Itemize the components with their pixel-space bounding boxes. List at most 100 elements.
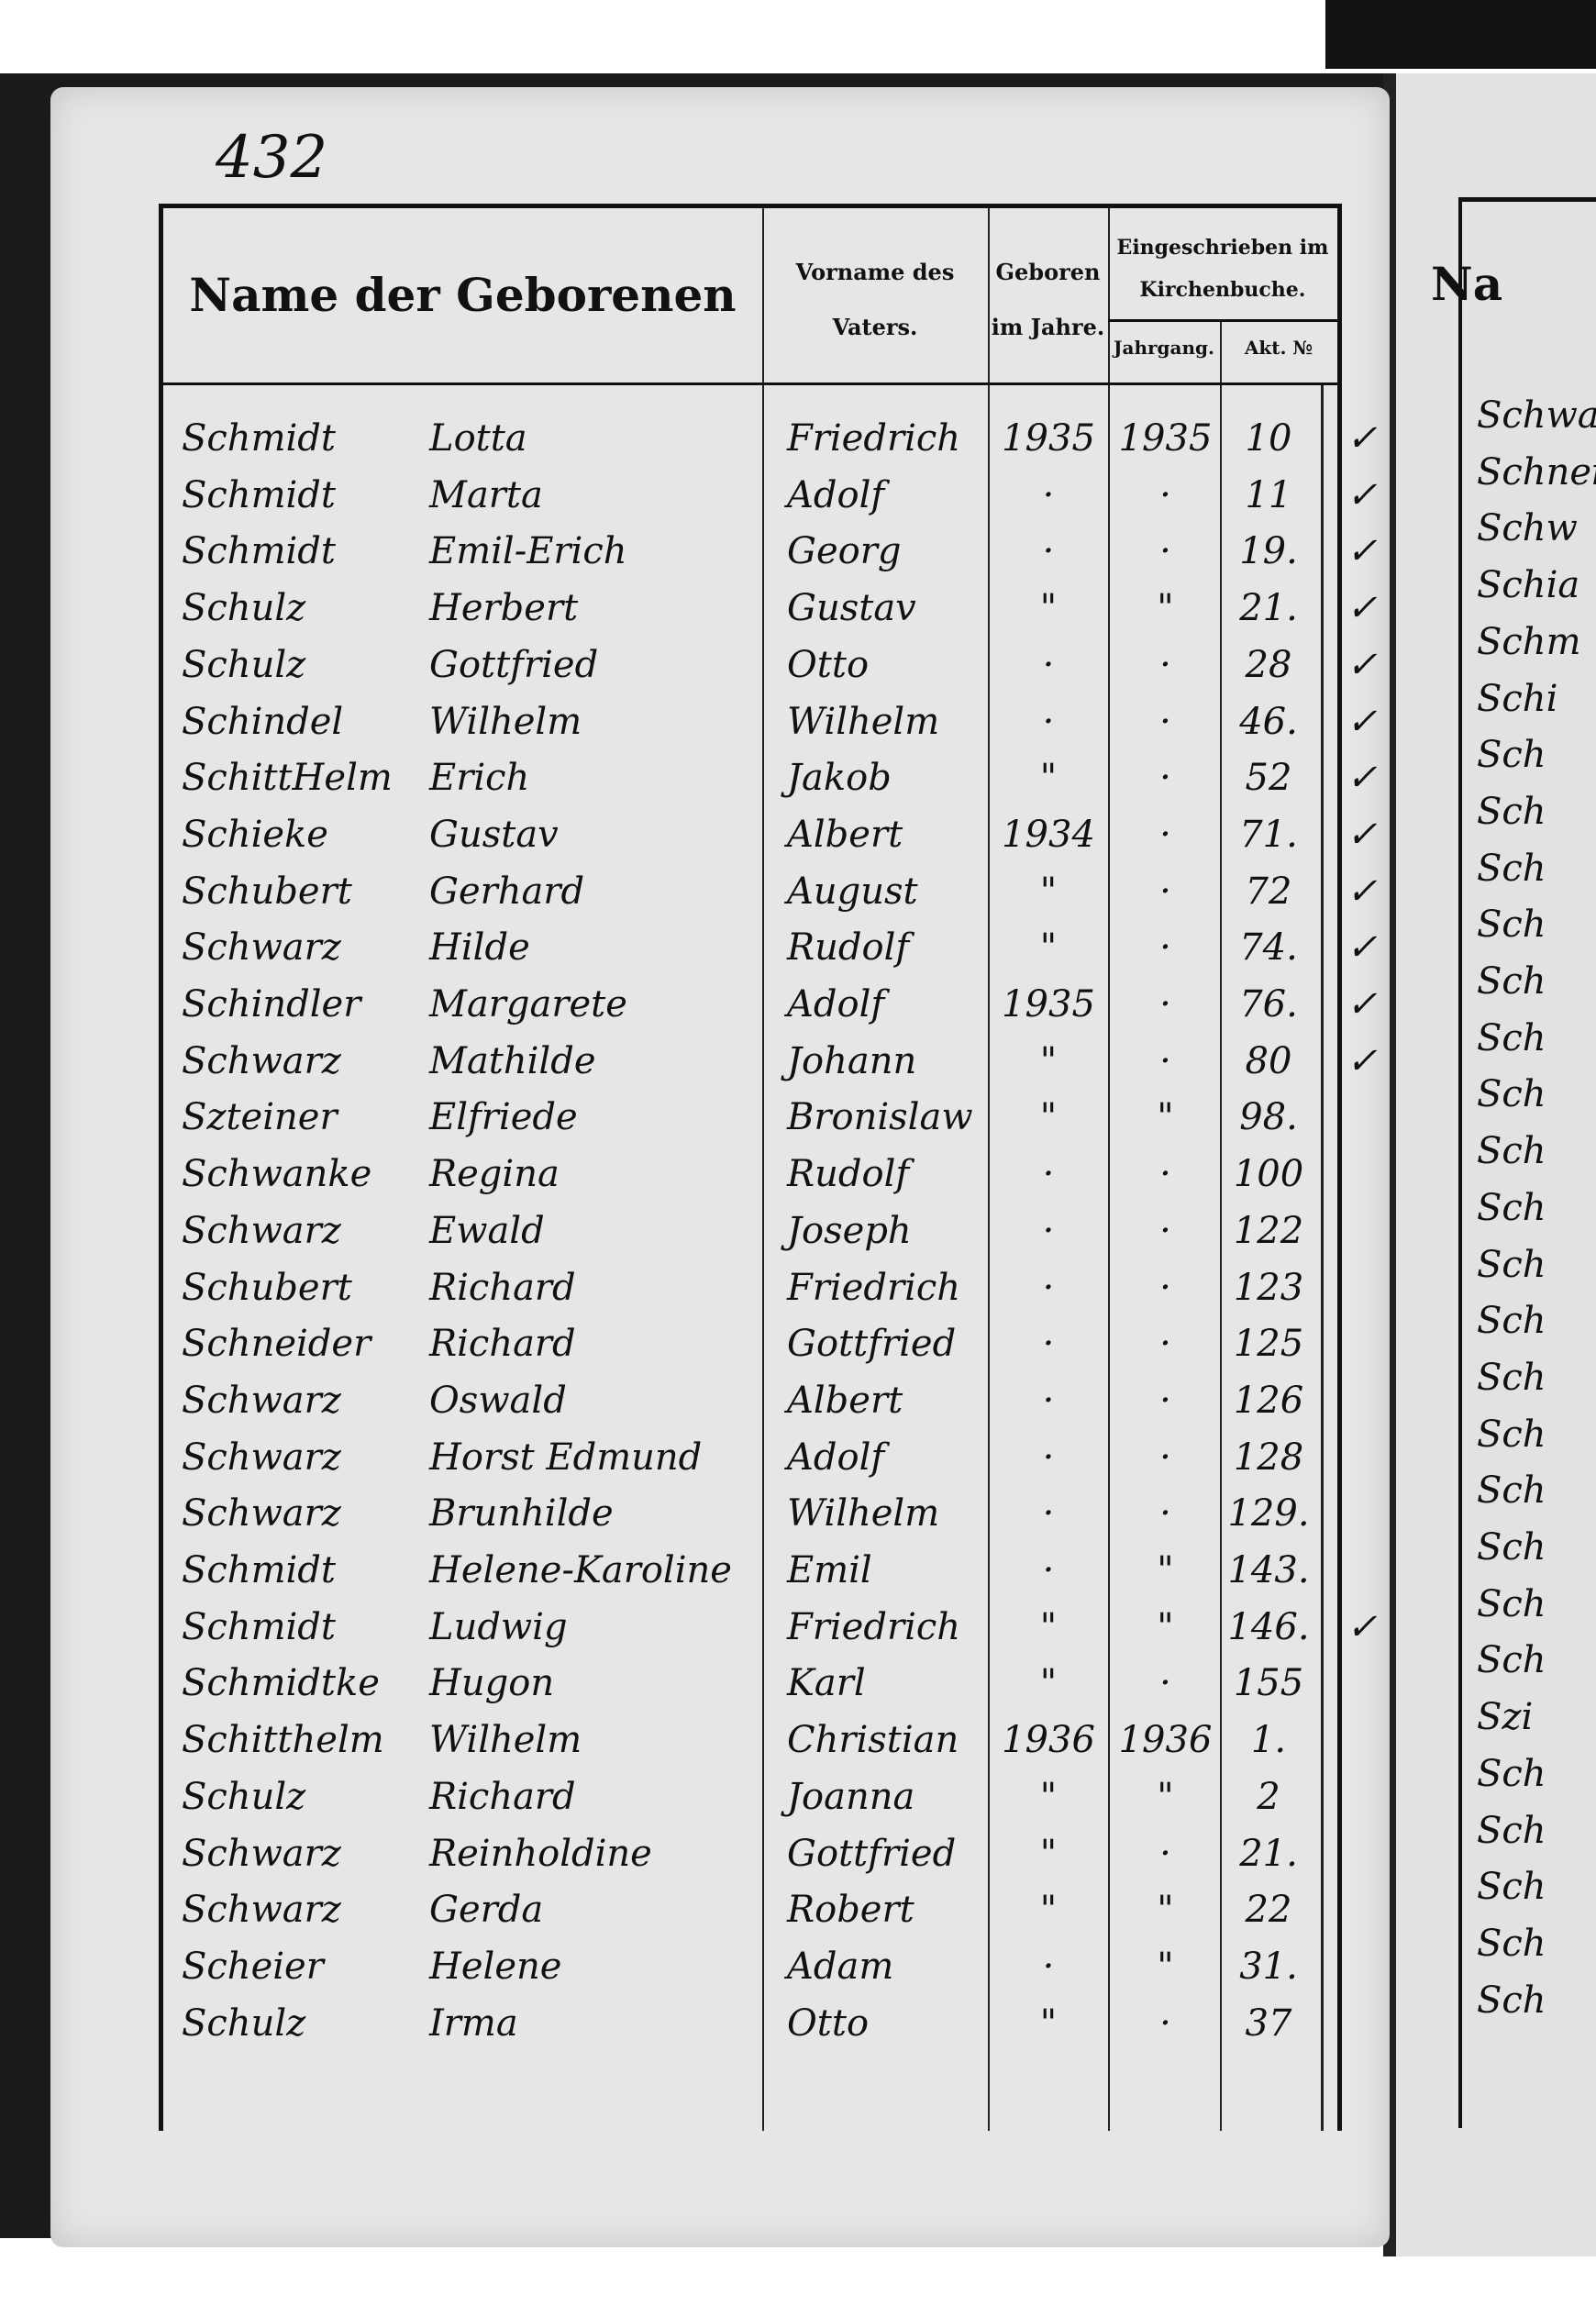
cell-volume: · <box>1159 1323 1171 1366</box>
cell-father: Gottfried <box>787 1832 957 1875</box>
table-row: Schwarz Brunhilde Wilhelm · · 129. <box>163 1492 1356 1547</box>
cell-act: 100 <box>1233 1153 1304 1196</box>
cell-father: Adolf <box>787 473 885 516</box>
cell-surname: Schmidt <box>182 1605 336 1648</box>
cell-act: 11 <box>1245 473 1292 516</box>
cell-act: 19. <box>1239 530 1298 573</box>
cell-surname: Schmidt <box>182 1549 336 1591</box>
cell-given: Hugon <box>429 1662 555 1705</box>
cell-volume: · <box>1159 530 1171 573</box>
cell-act: 52 <box>1245 757 1292 800</box>
cell-volume: 1935 <box>1118 417 1213 460</box>
cell-check: ✓ <box>1347 587 1378 630</box>
table-row: Schitthelm Wilhelm Christian 1936 1936 1. <box>163 1719 1356 1774</box>
table-row: Schwarz Oswald Albert · · 126 <box>163 1380 1356 1435</box>
cell-born: " <box>1039 1096 1058 1139</box>
header-born-line2: im Jahre. <box>991 314 1105 340</box>
cell-father: Gottfried <box>787 1323 957 1366</box>
cell-father: August <box>787 870 918 913</box>
cell-born: · <box>1042 1379 1055 1422</box>
table-row: Schmidt Marta Adolf · · 11 ✓ <box>163 473 1378 529</box>
table-row: Schulz Gottfried Otto · · 28 ✓ <box>163 643 1378 699</box>
column-divider <box>1321 384 1324 2131</box>
cell-volume: · <box>1159 1039 1171 1082</box>
cell-given: Regina <box>429 1153 560 1196</box>
next-page-surname: Sch <box>1477 1300 1546 1343</box>
cell-act: 31. <box>1239 1945 1298 1988</box>
cell-father: Adolf <box>787 1436 885 1479</box>
cell-born: · <box>1042 1492 1055 1535</box>
next-page-surname: Schia <box>1477 564 1580 607</box>
cell-surname: SchittHelm <box>182 757 393 800</box>
next-page-surname: Schm <box>1477 620 1581 663</box>
cell-given: Gottfried <box>429 643 599 686</box>
cell-born: · <box>1042 1945 1055 1988</box>
cell-check: ✓ <box>1347 700 1378 743</box>
cell-given: Helene <box>429 1945 562 1988</box>
cell-given: Hilde <box>429 926 530 970</box>
column-divider <box>1220 321 1222 2131</box>
cell-check: ✓ <box>1347 530 1378 573</box>
header-father-line1: Vorname des <box>795 259 955 285</box>
cell-father: Otto <box>787 2001 870 2045</box>
table-row: Schwarz Ewald Joseph · · 122 <box>163 1210 1356 1265</box>
next-page-surname: Sch <box>1477 1752 1546 1795</box>
cell-act: 2 <box>1257 1775 1280 1818</box>
next-page-surname: Sch <box>1477 960 1546 1003</box>
cell-act: 72 <box>1245 870 1292 913</box>
cell-born: 1936 <box>1002 1719 1095 1762</box>
cell-surname: Schubert <box>182 870 352 913</box>
cell-father: Christian <box>787 1719 959 1762</box>
page-number: 432 <box>216 124 328 192</box>
cell-check: ✓ <box>1347 870 1378 913</box>
cell-volume: · <box>1159 813 1171 856</box>
cell-surname: Schulz <box>182 587 306 630</box>
table-row: Schmidt Emil-Erich Georg · · 19. ✓ <box>163 530 1378 585</box>
next-page-header: Na <box>1431 257 1503 311</box>
cell-surname: Schwarz <box>182 1039 341 1082</box>
table-row: Schwarz Horst Edmund Adolf · · 128 <box>163 1436 1356 1491</box>
cell-volume: · <box>1159 473 1171 516</box>
cell-given: Erich <box>429 757 530 800</box>
cell-volume: · <box>1159 1209 1171 1252</box>
next-page-surname: Sch <box>1477 904 1546 947</box>
cell-born: 1934 <box>1002 813 1095 856</box>
next-page <box>1396 73 1596 2256</box>
cell-volume: " <box>1157 587 1174 630</box>
cell-born: · <box>1042 1153 1055 1196</box>
cell-given: Richard <box>429 1266 576 1309</box>
cell-given: Wilhelm <box>429 1719 582 1762</box>
cell-surname: Schmidtke <box>182 1662 380 1705</box>
cell-act: 71. <box>1239 813 1298 856</box>
next-page-surname: Sch <box>1477 1526 1546 1569</box>
header-registered: Eingeschrieben im Kirchenbuche. <box>1108 227 1337 311</box>
cell-volume: · <box>1159 757 1171 800</box>
cell-born: 1935 <box>1002 983 1095 1026</box>
subheader-rule <box>1108 319 1337 322</box>
cell-given: Helene-Karoline <box>429 1549 732 1591</box>
table-row: Schwarz Reinholdine Gottfried " · 21. <box>163 1833 1356 1888</box>
cell-act: 122 <box>1233 1209 1304 1252</box>
cell-volume: · <box>1159 700 1171 743</box>
cell-given: Lotta <box>429 417 527 460</box>
table-row: Schmidt Lotta Friedrich 1935 1935 10 ✓ <box>163 417 1378 472</box>
cell-volume: 1936 <box>1118 1719 1213 1762</box>
table-row: Schwanke Regina Rudolf · · 100 <box>163 1153 1356 1208</box>
header-father-line2: Vaters. <box>832 314 918 340</box>
cell-check: ✓ <box>1347 983 1378 1026</box>
cell-act: 146. <box>1227 1605 1310 1648</box>
next-page-surname: Schi <box>1477 677 1558 720</box>
table-row: Schmidt Ludwig Friedrich " " 146. ✓ <box>163 1605 1378 1661</box>
cell-volume: · <box>1159 983 1171 1026</box>
cell-father: Robert <box>787 1889 914 1932</box>
cell-father: Joseph <box>787 1209 912 1252</box>
cell-act: 46. <box>1239 700 1298 743</box>
cell-surname: Schulz <box>182 2001 306 2045</box>
cell-father: Albert <box>787 1379 903 1422</box>
cell-given: Marta <box>429 473 543 516</box>
cell-father: Georg <box>787 530 902 573</box>
cell-born: " <box>1039 1662 1058 1705</box>
cell-born: " <box>1039 870 1058 913</box>
column-divider <box>988 208 990 2131</box>
cell-act: 74. <box>1239 926 1298 970</box>
